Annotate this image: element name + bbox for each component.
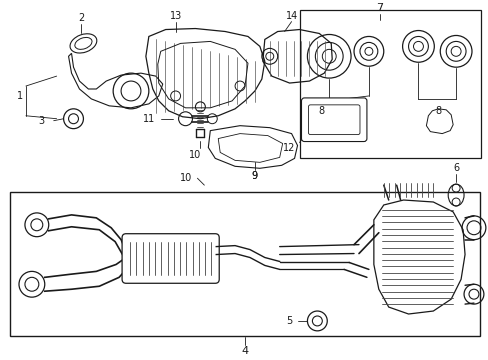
Text: 10: 10 <box>189 150 201 161</box>
Text: 13: 13 <box>169 11 182 21</box>
FancyBboxPatch shape <box>308 105 359 135</box>
Text: 5: 5 <box>286 316 292 326</box>
Text: 11: 11 <box>142 114 155 124</box>
Text: 3: 3 <box>39 116 45 126</box>
Text: 12: 12 <box>283 144 295 153</box>
Text: 9: 9 <box>251 171 258 181</box>
Bar <box>299 10 480 158</box>
Text: 4: 4 <box>241 346 248 356</box>
Text: 9: 9 <box>251 171 258 181</box>
Bar <box>10 192 479 336</box>
Text: 14: 14 <box>285 11 297 21</box>
Text: 8: 8 <box>434 106 441 116</box>
Text: 7: 7 <box>375 3 383 13</box>
Text: 10: 10 <box>180 173 192 183</box>
Text: 6: 6 <box>452 163 458 173</box>
FancyBboxPatch shape <box>122 234 219 283</box>
Text: 1: 1 <box>17 91 23 101</box>
Text: 2: 2 <box>78 13 84 23</box>
FancyBboxPatch shape <box>301 98 366 141</box>
Text: 8: 8 <box>318 106 324 116</box>
